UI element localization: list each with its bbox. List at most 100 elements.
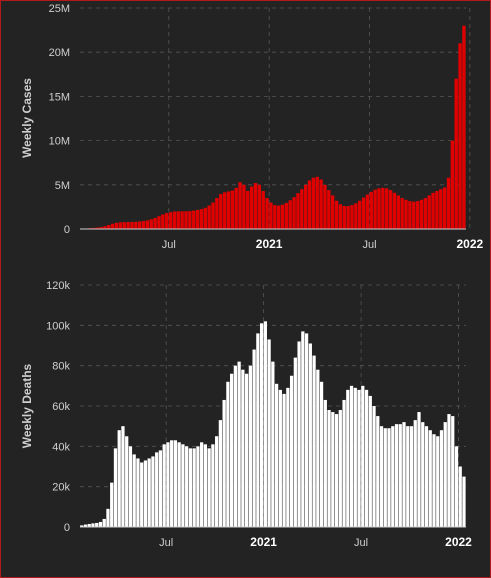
cases-bar — [346, 206, 350, 229]
cases-bar — [184, 211, 188, 229]
cases-bar — [280, 204, 285, 229]
cases-bar — [292, 197, 296, 229]
cases-bar — [288, 200, 292, 229]
cases-bar — [126, 222, 130, 229]
deaths-bar — [398, 424, 402, 527]
cases-bar — [157, 216, 161, 229]
cases-bar — [446, 177, 451, 229]
deaths-bar — [376, 416, 380, 527]
deaths-bar — [218, 420, 223, 527]
deaths-bar — [241, 369, 245, 527]
cases-grid — [80, 7, 471, 229]
cases-bar — [149, 219, 153, 229]
cases-bar — [269, 202, 273, 229]
cases-bar — [396, 195, 400, 229]
deaths-bar — [80, 525, 84, 527]
cases-bar — [188, 211, 192, 229]
deaths-bar — [256, 333, 260, 527]
cases-x-tick-label: 2022 — [457, 237, 484, 251]
cases-bar — [91, 227, 96, 229]
cases-bar — [207, 205, 211, 229]
deaths-bar — [233, 365, 237, 527]
cases-bar — [361, 197, 366, 229]
deaths-bar — [278, 389, 282, 527]
cases-bar — [203, 207, 207, 229]
cases-bar — [323, 184, 327, 229]
cases-bar — [431, 192, 435, 229]
deaths-bar — [192, 448, 196, 527]
cases-bar — [427, 195, 431, 229]
deaths-bar — [140, 462, 144, 527]
cases-bar — [307, 180, 312, 229]
deaths-bar — [316, 369, 320, 527]
deaths-bar — [364, 389, 369, 527]
cases-bar — [342, 206, 346, 229]
cases-bar — [404, 199, 408, 229]
deaths-bar — [383, 428, 387, 527]
deaths-bar — [230, 373, 234, 527]
cases-y-tick-label: 0 — [64, 224, 70, 236]
deaths-bar — [252, 349, 256, 527]
cases-bar — [253, 183, 258, 229]
deaths-bar — [391, 426, 395, 527]
deaths-bar — [267, 339, 271, 527]
cases-y-axis-label: Weekly Cases — [20, 78, 34, 158]
deaths-bar — [98, 521, 103, 527]
cases-bar — [215, 198, 219, 229]
deaths-bar — [188, 448, 193, 527]
deaths-bar — [259, 323, 264, 527]
cases-bar — [300, 189, 304, 229]
cases-bar — [415, 201, 420, 229]
deaths-bar — [372, 406, 376, 527]
deaths-y-ticks: 0 20k 40k 60k 80k 100k 120k — [46, 280, 70, 534]
cases-bar — [246, 190, 250, 229]
deaths-bar — [162, 444, 166, 527]
deaths-bar — [443, 422, 447, 527]
deaths-bar — [349, 385, 354, 527]
deaths-bar — [323, 399, 327, 527]
deaths-x-ticks: Jul 2021 Jul 2022 — [159, 535, 472, 549]
deaths-bar — [447, 414, 451, 527]
cases-bar — [138, 221, 142, 229]
deaths-bar — [282, 393, 286, 527]
deaths-bar — [394, 424, 399, 527]
deaths-bar — [379, 426, 384, 527]
deaths-x-tick-label: Jul — [159, 537, 173, 549]
deaths-x-tick-label: 2021 — [250, 535, 277, 549]
cases-bar — [265, 198, 269, 229]
deaths-bar — [147, 458, 151, 527]
cases-bar — [222, 192, 227, 229]
cases-bar — [130, 221, 134, 229]
cases-bar — [358, 200, 362, 229]
cases-bar — [172, 211, 177, 229]
cases-bar — [296, 193, 300, 229]
cases-bar — [249, 186, 254, 229]
deaths-bar — [319, 381, 324, 527]
cases-bar — [122, 222, 126, 229]
cases-bars — [80, 25, 466, 230]
deaths-bar — [387, 428, 391, 527]
cases-bar — [107, 225, 111, 229]
deaths-bar — [91, 523, 95, 527]
deaths-bar — [342, 399, 346, 527]
cases-bar — [454, 78, 458, 229]
cases-y-tick-label: 15M — [49, 91, 70, 103]
deaths-y-tick-label: 100k — [46, 320, 70, 332]
cases-bar — [153, 217, 157, 229]
cases-bar — [195, 209, 200, 229]
cases-bar — [161, 214, 165, 229]
deaths-bar — [203, 444, 208, 527]
deaths-bar — [428, 430, 432, 527]
deaths-bar — [462, 476, 466, 527]
deaths-bar — [424, 426, 429, 527]
cases-y-ticks: 0 5M 10M 15M 20M 25M — [49, 3, 70, 236]
deaths-bar — [417, 412, 421, 527]
deaths-y-tick-label: 80k — [52, 361, 70, 373]
cases-bar — [462, 25, 466, 230]
cases-bar — [284, 202, 289, 229]
cases-bar — [276, 205, 281, 229]
cases-bar — [354, 203, 358, 229]
cases-bar — [350, 205, 354, 229]
deaths-bar — [166, 442, 170, 527]
deaths-x-tick-label: 2022 — [445, 535, 472, 549]
